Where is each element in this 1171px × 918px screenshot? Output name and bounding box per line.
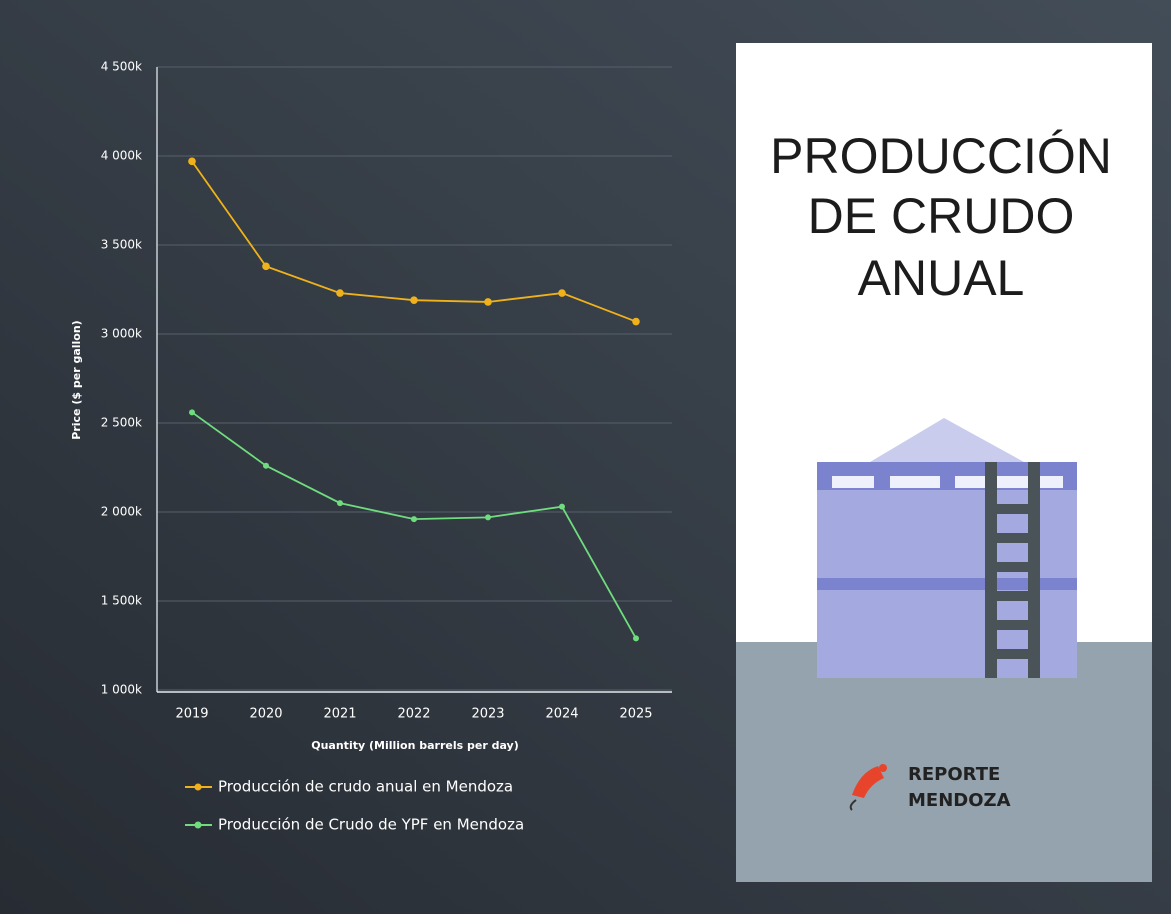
data-point (558, 289, 566, 297)
data-point (262, 262, 270, 271)
data-point (263, 462, 269, 469)
legend-marker (194, 821, 202, 829)
x-tick-label: 2025 (619, 707, 652, 722)
panel-title: PRODUCCIÓN (770, 128, 1112, 184)
x-axis-label: Quantity (Million barrels per day) (311, 739, 519, 752)
data-point (188, 157, 196, 166)
y-tick-label: 3 500k (101, 238, 142, 252)
x-tick-label: 2021 (323, 707, 356, 722)
y-axis-label: Price ($ per gallon) (70, 320, 83, 439)
panel-bottom (736, 642, 1152, 882)
brand-text: REPORTE (908, 764, 1000, 785)
tank-illustration (817, 418, 1077, 678)
x-tick-label: 2020 (249, 707, 282, 722)
x-tick-label: 2024 (545, 707, 578, 722)
brand-text: MENDOZA (908, 790, 1011, 811)
panel-title: DE CRUDO (808, 188, 1075, 244)
data-point (633, 635, 639, 642)
data-point (189, 409, 195, 416)
legend-label: Producción de Crudo de YPF en Mendoza (218, 816, 524, 834)
chart: 1 000k 1 500k 2 000k 2 500k 3 000k 3 500k 4 00… (101, 60, 672, 834)
brand-icon (849, 764, 887, 811)
data-point (484, 298, 492, 306)
y-tick-label: 4 500k (101, 60, 142, 74)
y-tick-label: 3 000k (101, 327, 142, 341)
data-point (337, 500, 343, 507)
y-tick-label: 4 000k (101, 149, 142, 163)
data-point (632, 317, 640, 326)
data-point (336, 289, 344, 297)
data-point (485, 514, 491, 521)
panel-title: ANUAL (858, 250, 1025, 306)
y-tick-label: 1 000k (101, 683, 142, 697)
legend-marker (194, 783, 202, 791)
data-point (410, 296, 418, 304)
x-tick-label: 2019 (175, 707, 208, 722)
side-panel: PRODUCCIÓN DE CRUDO ANUAL REPORTE (736, 43, 1152, 882)
data-point (411, 516, 417, 523)
y-tick-label: 2 500k (101, 416, 142, 430)
y-tick-label: 1 500k (101, 594, 142, 608)
x-tick-label: 2023 (471, 707, 504, 722)
data-point (559, 503, 565, 510)
legend-label: Producción de crudo anual en Mendoza (218, 778, 513, 796)
y-tick-label: 2 000k (101, 505, 142, 519)
x-tick-label: 2022 (397, 707, 430, 722)
